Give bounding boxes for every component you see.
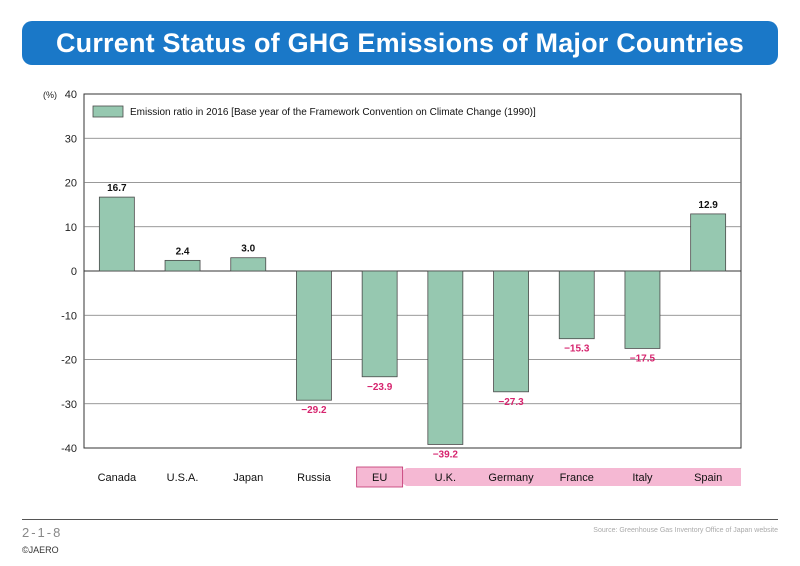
eu-highlight-box	[356, 466, 404, 488]
bar-france	[558, 270, 595, 340]
data-label: −29.2	[301, 405, 327, 416]
source-note: Source: Greenhouse Gas Inventory Office …	[593, 527, 778, 534]
bar-germany	[493, 270, 529, 393]
y-tick-label: 40	[65, 89, 77, 101]
bar-spain	[690, 213, 727, 272]
bar-eu	[361, 270, 398, 378]
category-label: Canada	[98, 472, 137, 484]
data-label: −27.3	[498, 397, 524, 408]
category-label: U.K.	[435, 472, 456, 484]
bar-russia	[296, 270, 332, 401]
category-label: Germany	[488, 472, 534, 484]
legend-label: Emission ratio in 2016 [Base year of the…	[130, 107, 536, 118]
copyright: ©JAERO	[22, 545, 59, 555]
y-tick-label: -40	[61, 443, 77, 455]
category-label: Spain	[694, 472, 722, 484]
data-label: 16.7	[107, 183, 127, 194]
y-tick-label: 10	[65, 222, 77, 234]
category-label: Japan	[233, 472, 263, 484]
bar-canada	[98, 196, 135, 272]
y-tick-label: -30	[61, 399, 77, 411]
category-label: U.S.A.	[167, 472, 199, 484]
legend-swatch	[92, 105, 124, 118]
category-label: EU	[372, 472, 387, 484]
y-tick-label: 20	[65, 178, 77, 190]
data-label: 12.9	[698, 200, 718, 211]
footer-divider	[22, 519, 778, 520]
bar-italy	[624, 270, 661, 349]
bar-usa	[164, 259, 201, 272]
category-label: Russia	[297, 472, 332, 484]
y-tick-label: 30	[65, 133, 77, 145]
figure-number: 2-1-8	[22, 525, 63, 540]
eu-member-bracket	[392, 468, 741, 486]
data-label: 3.0	[241, 244, 255, 255]
y-unit-label: (%)	[43, 90, 57, 100]
bar-uk	[427, 270, 464, 445]
data-label: −17.5	[630, 353, 656, 364]
title-banner: Current Status of GHG Emissions of Major…	[22, 21, 778, 65]
y-tick-label: 0	[71, 266, 77, 278]
bar-japan	[230, 257, 267, 272]
chart-title: Current Status of GHG Emissions of Major…	[55, 27, 745, 58]
data-label: 2.4	[176, 246, 190, 257]
data-label: −23.9	[367, 382, 393, 393]
data-label: −15.3	[564, 344, 590, 355]
y-tick-label: -20	[61, 355, 77, 367]
category-label: Italy	[632, 472, 653, 484]
category-label: France	[560, 472, 594, 484]
data-label: −39.2	[433, 449, 459, 460]
y-tick-label: -10	[61, 310, 77, 322]
